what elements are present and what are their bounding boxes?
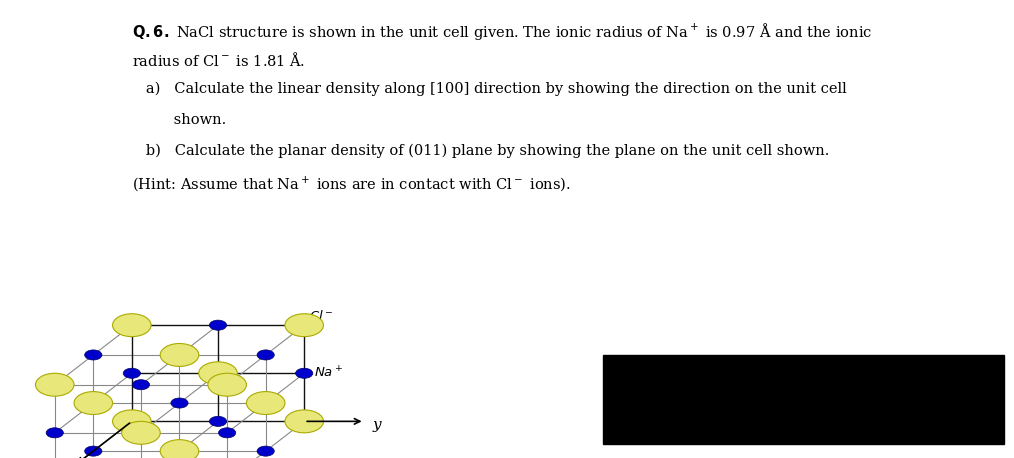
Ellipse shape xyxy=(124,368,140,378)
Text: b)   Calculate the planar density of (011) plane by showing the plane on the uni: b) Calculate the planar density of (011)… xyxy=(132,143,829,158)
Text: shown.: shown. xyxy=(132,113,226,127)
Text: $Cl^-$: $Cl^-$ xyxy=(309,309,334,323)
Ellipse shape xyxy=(35,373,74,396)
Ellipse shape xyxy=(285,410,323,433)
Ellipse shape xyxy=(74,392,113,414)
Text: y: y xyxy=(373,418,381,432)
Ellipse shape xyxy=(199,362,237,385)
Ellipse shape xyxy=(208,373,246,396)
Ellipse shape xyxy=(160,440,199,458)
Text: radius of Cl$^-$ is 1.81 Å.: radius of Cl$^-$ is 1.81 Å. xyxy=(132,51,305,69)
Ellipse shape xyxy=(246,392,285,414)
Ellipse shape xyxy=(210,416,227,426)
Text: (Hint: Assume that Na$^+$ ions are in contact with Cl$^-$ ions).: (Hint: Assume that Na$^+$ ions are in co… xyxy=(132,174,571,193)
Ellipse shape xyxy=(113,410,151,433)
Ellipse shape xyxy=(122,421,160,444)
Ellipse shape xyxy=(258,446,275,456)
Ellipse shape xyxy=(160,344,199,366)
Ellipse shape xyxy=(113,314,151,337)
Ellipse shape xyxy=(170,398,189,408)
Text: $Na^+$: $Na^+$ xyxy=(314,365,344,381)
Ellipse shape xyxy=(47,428,64,438)
Ellipse shape xyxy=(258,350,275,360)
Ellipse shape xyxy=(85,446,101,456)
Ellipse shape xyxy=(85,350,101,360)
Text: $\mathbf{Q.6.}$ NaCl structure is shown in the unit cell given. The ionic radius: $\mathbf{Q.6.}$ NaCl structure is shown … xyxy=(132,21,872,42)
Ellipse shape xyxy=(285,314,323,337)
Ellipse shape xyxy=(219,428,236,438)
Ellipse shape xyxy=(133,380,150,390)
Ellipse shape xyxy=(210,320,227,330)
Bar xyxy=(603,355,1004,444)
Ellipse shape xyxy=(296,368,313,378)
Text: a)   Calculate the linear density along [100] direction by showing the direction: a) Calculate the linear density along [1… xyxy=(132,82,847,96)
